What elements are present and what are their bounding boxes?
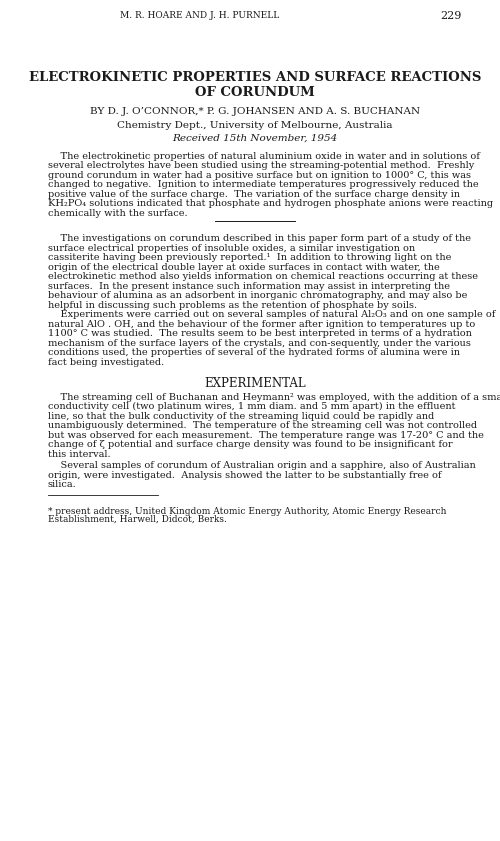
Text: Chemistry Dept., University of Melbourne, Australia: Chemistry Dept., University of Melbourne… (117, 120, 393, 130)
Text: this interval.: this interval. (48, 449, 110, 458)
Text: change of ζ potential and surface charge density was found to be insignificant f: change of ζ potential and surface charge… (48, 440, 452, 449)
Text: origin, were investigated.  Analysis showed the latter to be substantially free : origin, were investigated. Analysis show… (48, 470, 442, 479)
Text: Received 15th November, 1954: Received 15th November, 1954 (172, 134, 338, 143)
Text: EXPERIMENTAL: EXPERIMENTAL (204, 377, 306, 390)
Text: behaviour of alumina as an adsorbent in inorganic chromatography, and may also b: behaviour of alumina as an adsorbent in … (48, 291, 468, 300)
Text: positive value of the surface charge.  The variation of the surface charge densi: positive value of the surface charge. Th… (48, 189, 460, 198)
Text: line, so that the bulk conductivity of the streaming liquid could be rapidly and: line, so that the bulk conductivity of t… (48, 411, 434, 420)
Text: Experiments were carried out on several samples of natural Al₂O₃ and on one samp: Experiments were carried out on several … (48, 310, 496, 319)
Text: BY D. J. O’CONNOR,* P. G. JOHANSEN AND A. S. BUCHANAN: BY D. J. O’CONNOR,* P. G. JOHANSEN AND A… (90, 107, 420, 116)
Text: Establishment, Harwell, Didcot, Berks.: Establishment, Harwell, Didcot, Berks. (48, 515, 227, 524)
Text: surface electrical properties of insoluble oxides, a similar investigation on: surface electrical properties of insolub… (48, 244, 415, 252)
Text: The streaming cell of Buchanan and Heymann² was employed, with the addition of a: The streaming cell of Buchanan and Heyma… (48, 393, 500, 401)
Text: several electrolytes have been studied using the streaming-potential method.  Fr: several electrolytes have been studied u… (48, 161, 474, 170)
Text: mechanism of the surface layers of the crystals, and con­sequently, under the va: mechanism of the surface layers of the c… (48, 338, 471, 347)
Text: ELECTROKINETIC PROPERTIES AND SURFACE REACTIONS: ELECTROKINETIC PROPERTIES AND SURFACE RE… (29, 71, 481, 84)
Text: origin of the electrical double layer at oxide surfaces in contact with water, t: origin of the electrical double layer at… (48, 262, 440, 272)
Text: 1100° C was studied.  The results seem to be best interpreted in terms of a hydr: 1100° C was studied. The results seem to… (48, 329, 472, 338)
Text: surfaces.  In the present instance such information may assist in interpreting t: surfaces. In the present instance such i… (48, 282, 450, 290)
Text: M. R. HOARE AND J. H. PURNELL: M. R. HOARE AND J. H. PURNELL (120, 11, 280, 20)
Text: helpful in discussing such problems as the retention of phosphate by soils.: helpful in discussing such problems as t… (48, 300, 417, 309)
Text: conditions used, the properties of several of the hydrated forms of alumina were: conditions used, the properties of sever… (48, 348, 460, 357)
Text: ground corundum in water had a positive surface but on ignition to 1000° C, this: ground corundum in water had a positive … (48, 171, 471, 179)
Text: cassiterite having been previously reported.¹  In addition to throwing light on : cassiterite having been previously repor… (48, 253, 452, 262)
Text: Several samples of corundum of Australian origin and a sapphire, also of Austral: Several samples of corundum of Australia… (48, 461, 476, 470)
Text: changed to negative.  Ignition to intermediate temperatures progressively reduce: changed to negative. Ignition to interme… (48, 180, 478, 189)
Text: The electrokinetic properties of natural aluminium oxide in water and in solutio: The electrokinetic properties of natural… (48, 151, 480, 161)
Text: 229: 229 (440, 11, 462, 21)
Text: OF CORUNDUM: OF CORUNDUM (195, 86, 315, 99)
Text: KH₂PO₄ solutions indicated that phosphate and hydrogen phosphate anions were rea: KH₂PO₄ solutions indicated that phosphat… (48, 199, 493, 208)
Text: The investigations on corundum described in this paper form part of a study of t: The investigations on corundum described… (48, 234, 471, 243)
Text: but was observed for each measurement.  The temperature range was 17-20° C and t: but was observed for each measurement. T… (48, 431, 484, 440)
Text: unambiguously determined.  The temperature of the streaming cell was not control: unambiguously determined. The temperatur… (48, 421, 477, 430)
Text: chemically with the surface.: chemically with the surface. (48, 209, 188, 218)
Text: electrokinetic method also yields information on chemical reactions occurring at: electrokinetic method also yields inform… (48, 272, 478, 281)
Text: silica.: silica. (48, 480, 77, 489)
Text: * present address, United Kingdom Atomic Energy Authority, Atomic Energy Researc: * present address, United Kingdom Atomic… (48, 506, 446, 516)
Text: natural AlO . OH, and the behaviour of the former after ignition to temperatures: natural AlO . OH, and the behaviour of t… (48, 320, 475, 329)
Text: conductivity cell (two platinum wires, 1 mm diam. and 5 mm apart) in the effluen: conductivity cell (two platinum wires, 1… (48, 402, 456, 411)
Text: fact being investigated.: fact being investigated. (48, 357, 164, 367)
